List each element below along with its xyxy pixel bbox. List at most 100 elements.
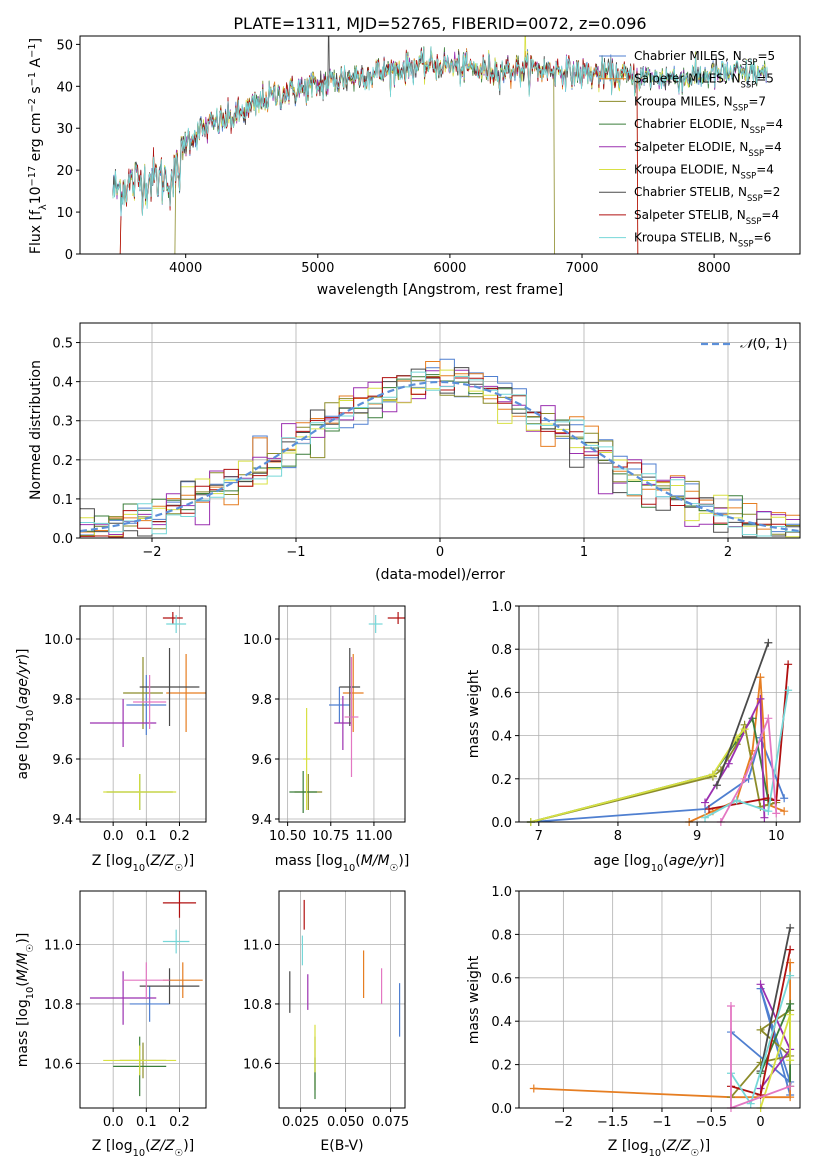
weight-marker	[784, 686, 793, 695]
weight-vs-Z-axes	[515, 890, 800, 1112]
weight-marker	[712, 781, 721, 790]
x-tick-label: 0.1	[136, 829, 157, 844]
y-tick-label: 10.6	[44, 1057, 73, 1072]
weight-marker	[701, 813, 710, 822]
y-tick-label: 0.4	[52, 376, 73, 391]
y-tick-label: 0.5	[52, 337, 73, 352]
weight-marker	[780, 807, 789, 816]
y-tick-label: 0.2	[491, 1059, 512, 1074]
weight-line	[704, 690, 789, 819]
histogram-xlabel: (data-model)/error	[375, 567, 505, 583]
mass-z-xlabel: Z [log10(Z/Z☉)]	[92, 1138, 194, 1159]
x-tick-label: −2	[554, 1115, 573, 1130]
y-tick-label: 30	[56, 122, 73, 137]
weight-marker	[772, 809, 781, 818]
weight-marker	[756, 1025, 765, 1034]
legend-entry: Salpeter STELIB, NSSP=4	[634, 208, 779, 226]
histogram-ylabel: Normed distribution	[28, 360, 44, 500]
age-ylabel: age [log10(age/yr)]	[15, 648, 36, 779]
x-tick-label: 7	[535, 829, 543, 844]
weight-line	[530, 716, 770, 822]
y-tick-label: 0.4	[491, 1015, 512, 1030]
weight-marker	[701, 798, 710, 807]
legend-entry: Kroupa STELIB, NSSP=6	[634, 231, 771, 249]
weight-marker	[764, 714, 773, 723]
x-tick-label: −1	[652, 1115, 671, 1130]
x-tick-label: 0.075	[372, 1115, 409, 1130]
weight-marker	[786, 923, 795, 932]
mass-vs-ebv-frame	[278, 890, 406, 1109]
x-tick-label: 0.050	[327, 1115, 364, 1130]
y-tick-label: 10.0	[44, 633, 73, 648]
weight-marker	[732, 796, 741, 805]
y-tick-label: 0.6	[491, 686, 512, 701]
y-tick-label: 9.8	[251, 693, 272, 708]
x-tick-label: 2	[724, 545, 732, 560]
age-vs-mass-frame	[278, 605, 406, 823]
weight-marker	[786, 1093, 795, 1102]
weight-line	[530, 721, 777, 822]
histogram-step	[80, 371, 800, 537]
y-tick-label: 10.8	[243, 998, 272, 1013]
x-tick-label: 6000	[433, 261, 466, 276]
legend-entry: Kroupa MILES, NSSP=7	[634, 94, 766, 112]
mass-vs-Z-axes	[76, 891, 206, 1112]
age-vs-Z-frame	[79, 605, 207, 823]
y-tick-label: 0.4	[491, 730, 512, 745]
legend-entry: 𝒩(0, 1)	[740, 337, 787, 352]
ebv-xlabel: E(B-V)	[320, 1138, 363, 1154]
weight-marker	[708, 770, 717, 779]
weight-age-ylabel: mass weight	[466, 669, 482, 758]
weight-age-xlabel: age [log10(age/yr)]	[593, 853, 724, 874]
spectrum-ylabel: Flux [fλ10−17 erg cm−2 s−1 A−1]	[27, 38, 49, 254]
spectrum-line	[112, 46, 768, 217]
weight-marker	[529, 1084, 538, 1093]
y-tick-label: 40	[56, 80, 73, 95]
weight-marker	[756, 694, 765, 703]
weight-marker	[760, 813, 769, 822]
weight-marker	[786, 971, 795, 980]
weight-marker	[764, 638, 773, 647]
x-tick-label: −0.5	[695, 1115, 727, 1130]
weight-line	[716, 642, 770, 786]
weight-marker	[740, 774, 749, 783]
weight-vs-age-frame	[518, 605, 801, 823]
mass-ylabel: mass [log10(M/M☉)]	[15, 933, 36, 1068]
weight-line	[530, 735, 786, 822]
normal-curve	[79, 380, 801, 533]
weight-vs-Z-frame	[518, 890, 801, 1109]
x-tick-label: 8	[614, 829, 622, 844]
weight-marker	[784, 660, 793, 669]
weight-marker	[704, 805, 713, 814]
legend-entry: Chabrier MILES, NSSP=5	[634, 49, 775, 67]
weight-line	[708, 664, 789, 810]
histogram-frame	[79, 322, 801, 539]
y-tick-label: 0.0	[52, 532, 73, 547]
weight-marker	[740, 725, 749, 734]
y-tick-label: 0.3	[52, 415, 73, 430]
y-tick-label: 11.0	[243, 939, 272, 954]
weight-line	[720, 717, 778, 822]
y-tick-label: 10	[56, 206, 73, 221]
legend-entry: Kroupa ELODIE, NSSP=4	[634, 163, 774, 181]
y-tick-label: 0.2	[491, 773, 512, 788]
weight-marker	[756, 673, 765, 682]
x-tick-label: 0.1	[136, 1115, 157, 1130]
legend-entry: Salpeter MILES, NSSP=5	[634, 72, 774, 90]
weight-z-xlabel: Z [log10(Z/Z☉)]	[608, 1138, 710, 1159]
age-z-xlabel: Z [log10(Z/Z☉)]	[92, 853, 194, 874]
y-tick-label: 1.0	[491, 885, 512, 900]
y-tick-label: 0.8	[491, 928, 512, 943]
y-tick-label: 9.4	[52, 813, 73, 828]
x-tick-label: 10.50	[269, 829, 306, 844]
y-tick-label: 0.2	[52, 454, 73, 469]
x-tick-label: 0	[756, 1115, 764, 1130]
x-tick-label: 9	[693, 829, 701, 844]
age-vs-mass-axes	[275, 606, 405, 826]
x-tick-label: −1	[286, 545, 305, 560]
x-tick-label: 7000	[565, 261, 598, 276]
y-tick-label: 50	[56, 38, 73, 53]
y-tick-label: 0.8	[491, 643, 512, 658]
weight-marker	[780, 794, 789, 803]
